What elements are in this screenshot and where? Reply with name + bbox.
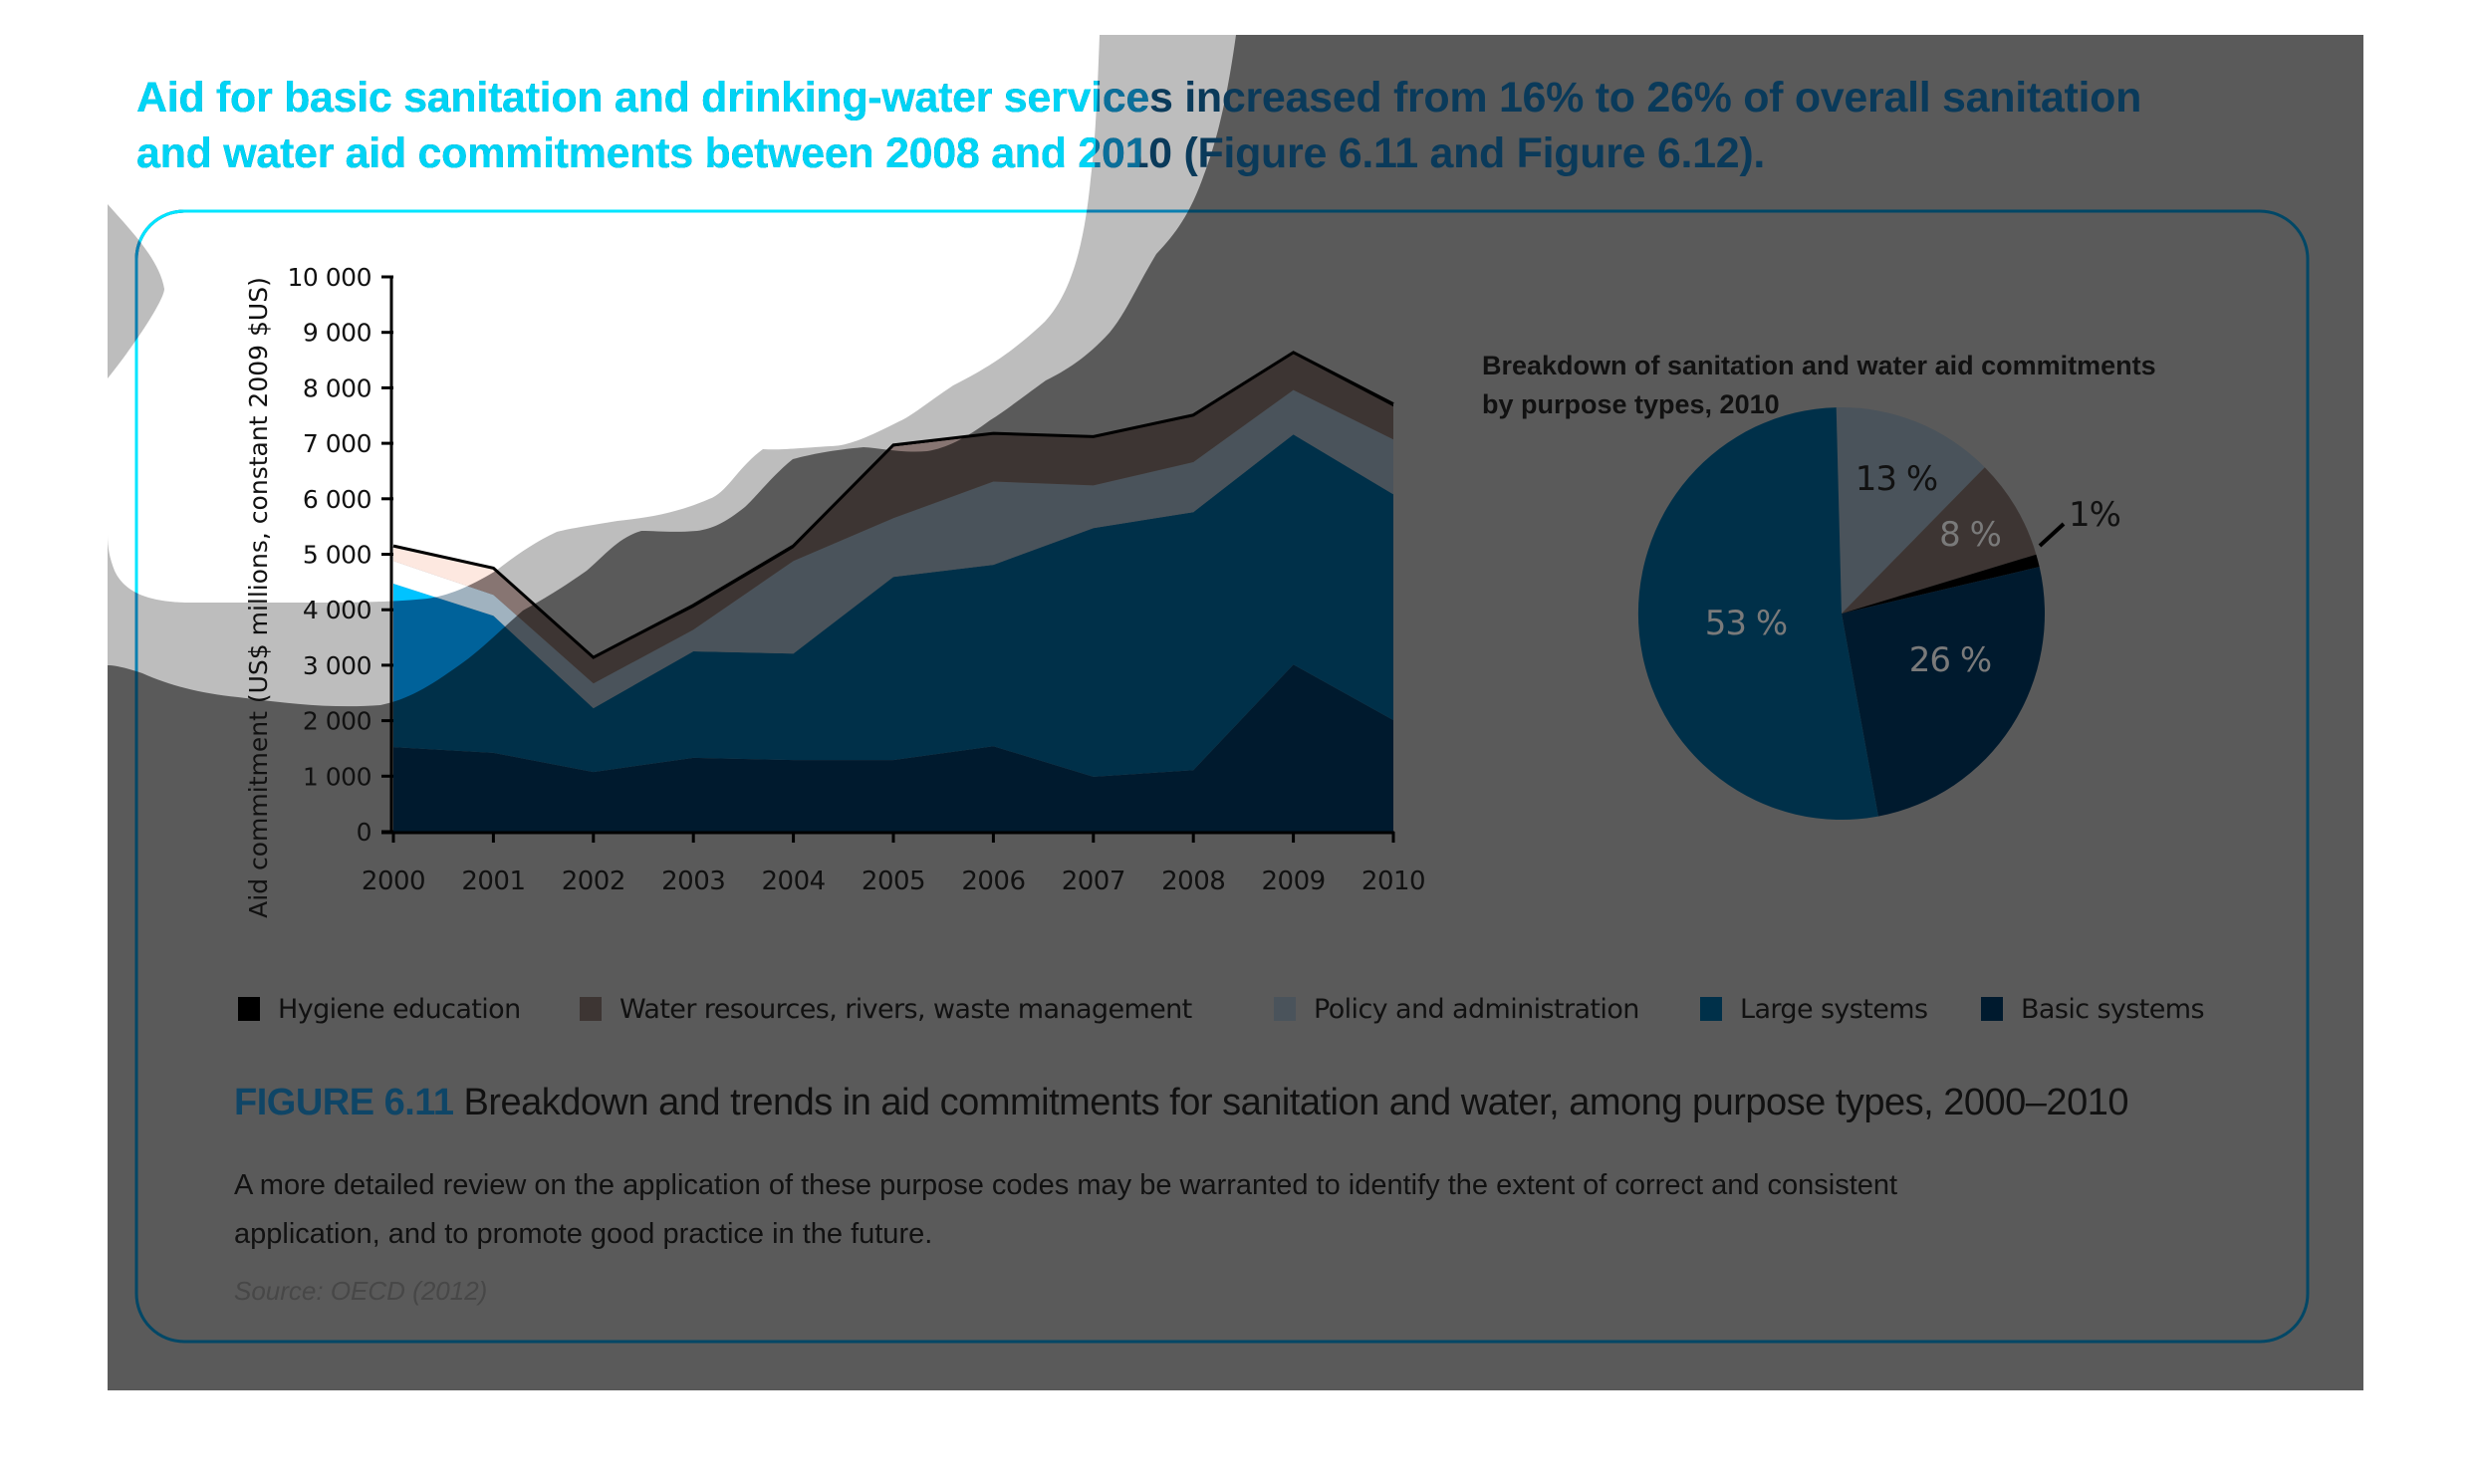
headline-line-1-bright: Aid for basic sanitation and drinking-wa… [136,74,1100,123]
y-tick-label: 4 000 [303,596,371,624]
headline-line-2-highlight: and water aid commitments between 2008 a… [136,129,1766,177]
y-tick-label: 6 000 [303,485,371,514]
pie-slice-water-resources-rivers-waste-management [1842,467,2037,614]
headline-line-2-bright: and water aid commitments between 2008 a… [136,129,1766,177]
x-tick-label: 2001 [461,866,525,896]
y-tick-label: 10 000 [288,263,371,292]
x-tick-label: 2000 [362,866,425,896]
legend-item-basic-systems: Basic systems [1981,992,2205,1026]
headline-line-1: Aid for basic sanitation and drinking-wa… [136,74,2142,122]
x-tick-label: 2006 [961,866,1025,896]
figure-note: A more detailed review on the applicatio… [234,1161,2226,1259]
y-tick-label: 3 000 [303,651,371,680]
x-tick-label: 2005 [862,866,925,896]
pie-chart: 13 %8 % 1% 26 % 53 % [1637,407,2121,821]
total-line [392,351,1394,659]
pie-title-line-2: by purpose types, 2010 [1482,389,1780,419]
legend-label: Policy and administration [1314,993,1639,1025]
legend-swatch [580,997,602,1021]
figure-caption-text: Breakdown and trends in aid commitments … [463,1082,2128,1123]
figure-note-line-1: A more detailed review on the applicatio… [234,1169,1898,1201]
y-tick-label: 2 000 [303,707,371,736]
headline-highlight: Aid for basic sanitation and drinking-wa… [0,0,2142,199]
legend-item-water-resources: Water resources, rivers, waste managemen… [580,992,1192,1026]
x-tick-label: 2004 [762,866,826,896]
legend-label: Water resources, rivers, waste managemen… [619,993,1192,1025]
total-outline [392,351,1394,659]
area-layer-water-resources-rivers-waste-management [393,354,1393,684]
x-tick-label: 2008 [1161,866,1225,896]
x-tick-label: 2007 [1062,866,1125,896]
pie-label-policy-and-administration: 13 % [1855,459,1937,499]
y-tick-label: 5 000 [303,541,371,570]
area-chart-layers [393,352,1393,832]
figure-frame [134,209,2310,1344]
figure-note-line-2: application, and to promote good practic… [234,1218,933,1250]
y-tick-label: 8 000 [303,373,371,402]
y-tick-label: 1 000 [303,762,371,791]
y-axis-title: Aid commitment (US$ millions, constant 2… [244,277,273,918]
x-tick-label: 2009 [1262,866,1326,896]
legend-label: Large systems [1740,993,1928,1025]
pie-label-basic-systems: 26 % [1909,640,1991,680]
headline-line-1-highlight: Aid for basic sanitation and drinking-wa… [136,74,2142,122]
legend-item-large-systems: Large systems [1700,992,1928,1026]
headline-line-2: and water aid commitments between 2008 a… [136,129,1766,177]
pie-label-large-systems: 53 % [1705,604,1787,643]
y-tick-label: 7 000 [303,429,371,458]
area-chart-axes: 0 1 000 2 000 3 000 4 000 5 000 6 000 7 000 8 00… [288,263,1426,896]
figure-caption: FIGURE 6.11 Breakdown and trends in aid c… [234,1082,2128,1124]
legend-swatch [238,997,260,1021]
figure-source: Source: OECD (2012) [234,1276,488,1306]
legend-swatch [1274,997,1296,1021]
headline-bright: Aid for basic sanitation and drinking-wa… [0,0,1766,199]
legend-label: Hygiene education [278,993,521,1025]
area-layer-basic-systems [393,664,1393,832]
pie-label-water-resources-rivers-waste-management: 8 % [1939,515,2001,555]
area-layer-policy-and-administration [393,389,1393,709]
pie-slice-large-systems [1637,407,1878,821]
pie-leader-line [2038,522,2066,548]
pie-title-line-1: Breakdown of sanitation and water aid co… [1482,351,2156,380]
legend-label: Basic systems [2021,993,2205,1025]
legend-swatch [1981,997,2003,1021]
x-tick-label: 2010 [1361,866,1425,896]
y-tick-label: 0 [357,818,371,847]
pie-slice-policy-and-administration [1836,407,1985,614]
x-tick-label: 2002 [562,866,625,896]
legend-item-policy-administration: Policy and administration [1274,992,1639,1026]
y-tick-label: 9 000 [303,319,371,348]
figure-label: FIGURE 6.11 [234,1082,454,1123]
pie-slice-basic-systems [1842,567,2046,817]
pie-slice-hygiene-education [1842,554,2040,614]
x-tick-label: 2003 [661,866,725,896]
pie-label-hygiene-education: 1% [2069,495,2120,535]
area-layer-large-systems [393,434,1393,777]
legend-swatch [1700,997,1722,1021]
legend-item-hygiene-education: Hygiene education [238,992,521,1026]
headline: Aid for basic sanitation and drinking-wa… [0,0,2472,199]
